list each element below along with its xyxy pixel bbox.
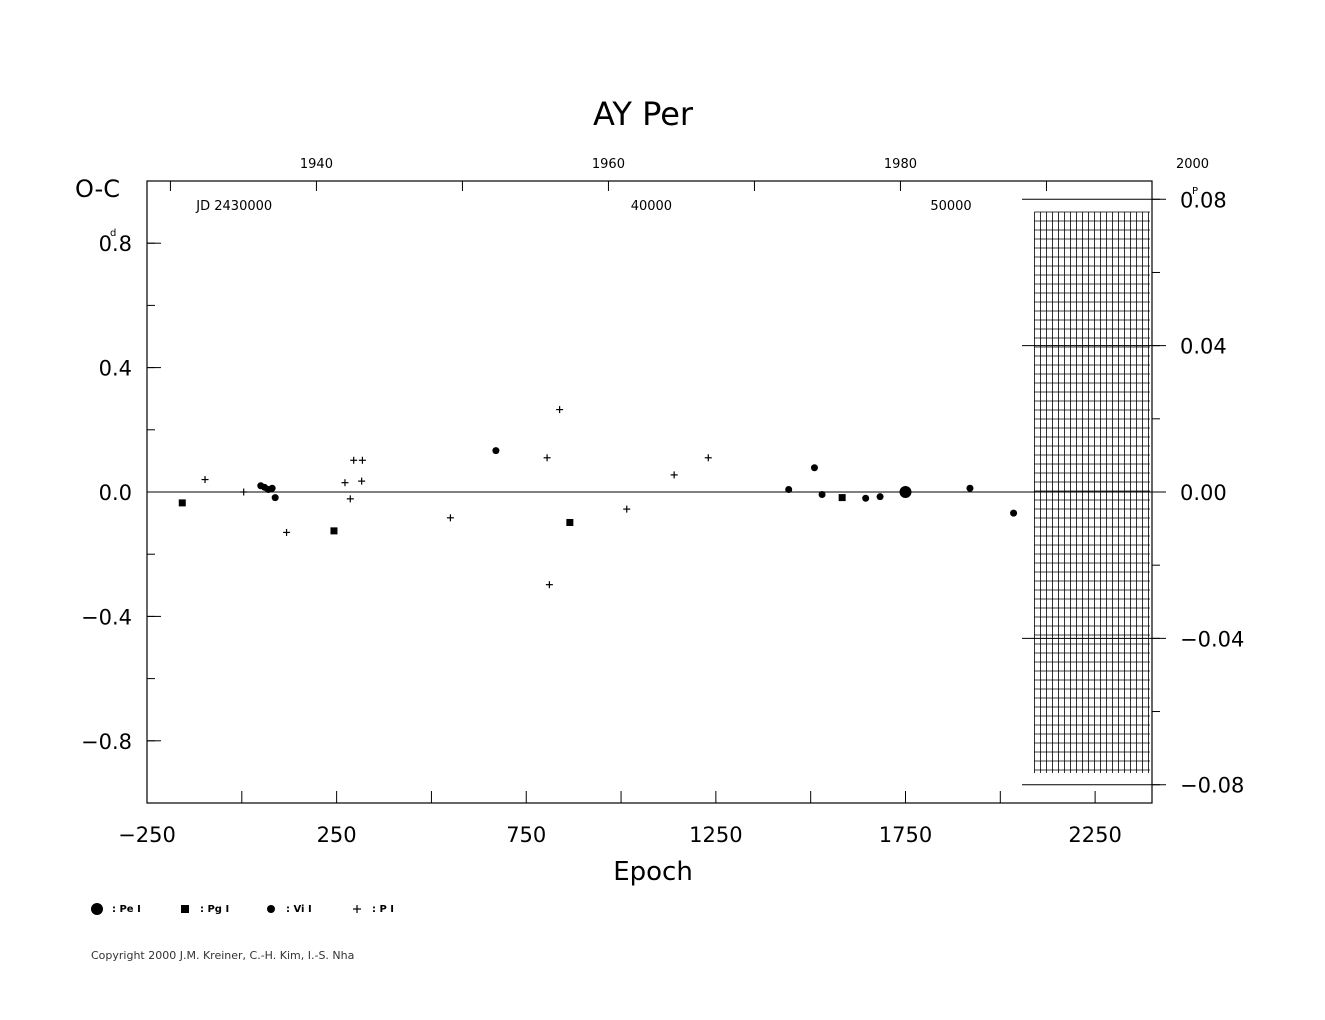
data-point-pg — [330, 527, 338, 535]
data-point-vi — [271, 494, 279, 502]
copyright-note: Copyright 2000 J.M. Kreiner, C.-H. Kim, … — [91, 949, 355, 962]
right-tick-label: −0.08 — [1180, 774, 1244, 798]
left-tick-label: 0.0 — [99, 481, 132, 505]
data-point-p — [346, 495, 354, 503]
data-point-p — [670, 471, 678, 479]
data-point-vi — [268, 484, 276, 492]
bottom-tick-label: 2250 — [1068, 823, 1121, 847]
left-tick-label: 0.4 — [99, 357, 132, 381]
x-axis-label: Epoch — [613, 857, 693, 887]
data-point-vi — [876, 493, 884, 501]
data-point-p — [350, 456, 358, 464]
bottom-tick-label: 750 — [506, 823, 546, 847]
left-tick-label: −0.4 — [81, 605, 132, 629]
data-point-p — [446, 514, 454, 522]
data-point-p — [556, 406, 564, 414]
left-axis: 0.8 0.4 0.0 −0.4 −0.8 — [81, 232, 161, 754]
bottom-tick-label: 1250 — [689, 823, 742, 847]
data-point-pg — [838, 494, 846, 502]
data-point-vi — [862, 494, 870, 502]
big-dot-marker-icon — [91, 903, 103, 915]
data-point-vi — [818, 490, 826, 498]
legend-label: : Pg I — [200, 903, 230, 915]
data-point-pg — [566, 518, 574, 526]
data-point-p — [201, 476, 209, 484]
data-point-vi — [1010, 509, 1018, 517]
bottom-tick-label: 1750 — [879, 823, 932, 847]
data-point-p — [283, 528, 291, 536]
legend-label: : Vi I — [286, 903, 312, 915]
left-tick-label: 0.8 — [99, 232, 132, 256]
legend-item-pg: : Pg I — [178, 902, 229, 916]
legend-label: : P I — [372, 903, 395, 915]
legend-item-p: : P I — [350, 902, 394, 916]
data-point-p — [545, 581, 553, 589]
right-axis-unit: P — [1192, 186, 1198, 197]
data-point-p — [341, 479, 349, 487]
top-year-label: 1960 — [592, 157, 625, 172]
plus-marker-icon — [353, 905, 361, 913]
top-year-label: 2000 — [1176, 157, 1209, 172]
dot-marker-icon — [267, 905, 275, 913]
jd-label: 40000 — [631, 199, 672, 214]
jd-label: 50000 — [930, 199, 971, 214]
chart-title: AY Per — [593, 95, 694, 133]
data-points — [178, 406, 1018, 589]
data-point-p — [358, 477, 366, 485]
data-point-p — [240, 488, 248, 496]
data-point-vi — [966, 484, 974, 492]
legend-label: : Pe I — [112, 903, 141, 915]
right-tick-label: 0.04 — [1180, 335, 1227, 359]
bottom-tick-label: 250 — [317, 823, 357, 847]
y-axis-unit: d — [110, 228, 116, 239]
y-axis-label: O-C — [75, 175, 120, 203]
right-tick-label: 0.08 — [1180, 188, 1227, 212]
top-year-label: 1940 — [300, 157, 333, 172]
bottom-axis: −250 250 750 1250 1750 2250 — [118, 791, 1122, 847]
right-tick-label: −0.04 — [1180, 627, 1244, 651]
data-point-p — [358, 456, 366, 464]
data-point-p — [623, 505, 631, 513]
left-tick-label: −0.8 — [81, 730, 132, 754]
data-point-pg — [178, 499, 186, 507]
data-point-vi — [492, 447, 500, 455]
top-year-label: 1980 — [884, 157, 917, 172]
right-tick-label: 0.00 — [1180, 481, 1227, 505]
data-point-vi — [810, 464, 818, 472]
top-axis: 1940 1960 1980 2000 JD 2430000 40000 50000 — [169, 157, 1209, 214]
data-point-pe — [899, 486, 912, 498]
right-axis: 0.08 0.04 0.00 −0.04 −0.08 — [1022, 188, 1244, 798]
legend-item-vi: : Vi I — [264, 902, 312, 916]
jd-label: JD 2430000 — [195, 199, 272, 214]
data-point-vi — [785, 486, 793, 494]
square-marker-icon — [181, 905, 189, 913]
data-point-p — [543, 454, 551, 462]
legend-item-pe: : Pe I — [90, 902, 141, 916]
data-point-p — [704, 454, 712, 462]
bottom-tick-label: −250 — [118, 823, 176, 847]
